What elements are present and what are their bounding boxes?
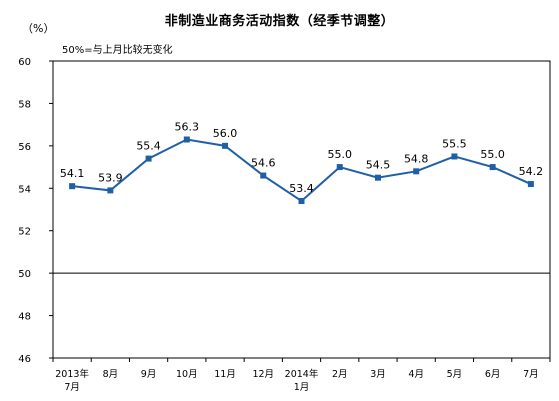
data-label: 56.0 [213,127,238,140]
data-point [69,183,76,190]
x-tick-label: 4月 [408,369,424,380]
data-label: 54.2 [519,165,544,178]
data-point [413,168,420,175]
x-tick-label: 3月 [370,369,386,380]
x-tick-label: 7月 [523,369,539,380]
data-point [451,153,458,160]
data-label: 54.5 [366,159,391,172]
x-tick-label: 8月 [103,369,119,380]
data-label: 54.1 [60,167,85,180]
y-tick-label: 48 [18,312,31,323]
x-tick-label: 2014年 1月 [285,368,319,393]
data-point [527,181,534,188]
x-tick-label: 6月 [485,369,501,380]
data-label: 55.5 [442,137,467,150]
x-tick-label: 10月 [176,369,198,380]
data-label: 55.0 [327,148,352,161]
y-tick-label: 56 [18,142,31,153]
x-tick-label: 5月 [447,369,463,380]
data-point [336,164,343,171]
x-tick-label: 12月 [252,369,274,380]
chart-note: 50%=与上月比较无变化 [62,45,173,56]
y-tick-label: 50 [18,269,31,280]
plot-frame [52,60,551,359]
data-point [107,187,114,194]
data-label: 54.8 [404,152,429,165]
data-point [183,136,190,143]
chart-title: 非制造业商务活动指数（经季节调整） [164,14,395,29]
data-label: 53.4 [289,182,314,195]
y-tick-label: 46 [18,354,31,365]
data-point [374,174,381,181]
y-axis-unit: （%） [22,22,55,35]
data-label: 55.4 [136,140,161,153]
data-point [260,172,267,179]
data-label: 53.9 [98,171,123,184]
x-tick-label: 9月 [141,369,157,380]
y-tick-label: 60 [18,57,31,68]
x-tick-label: 2013年 7月 [55,368,89,393]
data-label: 56.3 [175,120,200,133]
data-label: 54.6 [251,157,276,170]
data-point [222,142,229,149]
data-label: 55.0 [480,148,505,161]
y-tick-label: 58 [18,99,31,110]
x-tick-label: 11月 [214,369,236,380]
x-tick-label: 2月 [332,369,348,380]
data-point [298,198,305,205]
data-point [145,155,152,162]
data-point [489,164,496,171]
y-tick-label: 54 [18,184,31,195]
y-tick-label: 52 [18,227,31,238]
